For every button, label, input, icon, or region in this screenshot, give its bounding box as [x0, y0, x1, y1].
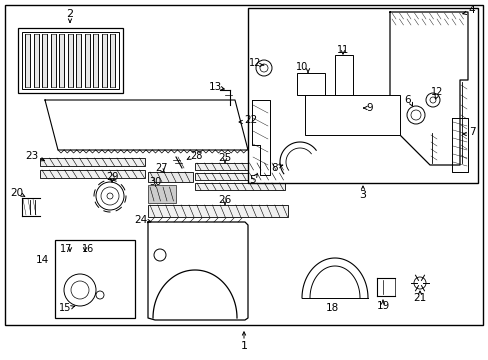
Text: 19: 19: [376, 301, 389, 311]
Bar: [148, 185, 176, 203]
Text: 26: 26: [218, 195, 231, 205]
Bar: [334, 55, 352, 95]
Bar: [148, 172, 193, 182]
Text: 10: 10: [295, 62, 307, 72]
Bar: [5, 5, 482, 325]
Bar: [195, 183, 285, 190]
Bar: [40, 158, 145, 166]
Bar: [76, 34, 81, 87]
Bar: [296, 73, 325, 95]
Bar: [42, 34, 47, 87]
Bar: [22, 32, 119, 89]
Text: 29: 29: [105, 172, 118, 182]
Text: 12: 12: [248, 58, 261, 68]
Text: 11: 11: [336, 45, 348, 55]
Bar: [25, 34, 30, 87]
Text: 28: 28: [189, 151, 202, 161]
Bar: [18, 28, 123, 93]
Bar: [195, 163, 285, 170]
Text: 27: 27: [156, 163, 168, 173]
Text: 13: 13: [208, 82, 221, 92]
Bar: [34, 34, 39, 87]
Text: 15: 15: [59, 303, 71, 313]
Bar: [40, 170, 145, 178]
Bar: [50, 34, 55, 87]
Bar: [84, 34, 89, 87]
Bar: [247, 8, 477, 183]
Text: 22: 22: [244, 115, 257, 125]
Text: 8: 8: [271, 163, 278, 173]
Text: 25: 25: [218, 153, 231, 163]
Text: 7: 7: [468, 127, 475, 137]
Text: 2: 2: [66, 9, 73, 19]
Text: 14: 14: [35, 255, 48, 265]
Text: 16: 16: [81, 244, 94, 254]
Bar: [102, 34, 106, 87]
Bar: [93, 34, 98, 87]
Bar: [195, 173, 285, 180]
Text: 24: 24: [134, 215, 147, 225]
Text: 4: 4: [467, 5, 474, 15]
Text: 1: 1: [240, 341, 247, 351]
Text: 6: 6: [404, 95, 410, 105]
Bar: [59, 34, 64, 87]
Bar: [67, 34, 72, 87]
Text: 17: 17: [60, 244, 72, 254]
Bar: [55, 240, 135, 318]
Text: 23: 23: [25, 151, 39, 161]
Text: 30: 30: [148, 177, 161, 187]
Text: 9: 9: [366, 103, 372, 113]
Bar: [305, 95, 399, 135]
Text: 18: 18: [325, 303, 338, 313]
Text: 20: 20: [10, 188, 23, 198]
Text: 12: 12: [430, 87, 442, 97]
Text: 21: 21: [412, 293, 426, 303]
Bar: [110, 34, 115, 87]
Bar: [148, 205, 287, 217]
Text: 5: 5: [248, 175, 255, 185]
Text: 3: 3: [359, 190, 366, 200]
